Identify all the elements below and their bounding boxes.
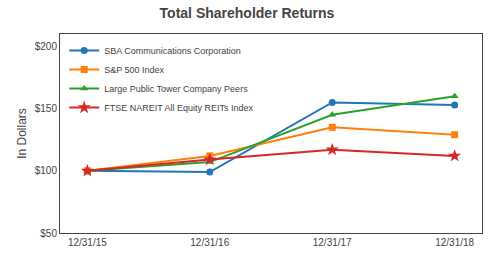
svg-text:12/31/17: 12/31/17 bbox=[313, 237, 352, 248]
svg-text:$50: $50 bbox=[40, 228, 57, 239]
svg-text:Large Public Tower Company Pee: Large Public Tower Company Peers bbox=[104, 84, 248, 94]
svg-text:12/31/16: 12/31/16 bbox=[190, 237, 229, 248]
svg-text:S&P 500 Index: S&P 500 Index bbox=[104, 65, 164, 75]
svg-text:$200: $200 bbox=[35, 41, 58, 52]
svg-text:In Dollars: In Dollars bbox=[15, 108, 29, 159]
svg-text:12/31/15: 12/31/15 bbox=[68, 237, 107, 248]
svg-text:SBA Communications Corporation: SBA Communications Corporation bbox=[104, 46, 241, 56]
svg-text:FTSE NAREIT All Equity REITs I: FTSE NAREIT All Equity REITs Index bbox=[104, 103, 253, 113]
svg-text:$100: $100 bbox=[35, 165, 58, 176]
svg-text:Total Shareholder Returns: Total Shareholder Returns bbox=[160, 5, 335, 21]
svg-text:$150: $150 bbox=[35, 103, 58, 114]
svg-text:12/31/18: 12/31/18 bbox=[435, 237, 474, 248]
